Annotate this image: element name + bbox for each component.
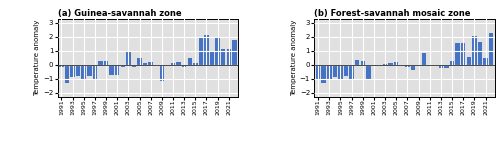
Bar — [338, 65, 342, 80]
Bar — [355, 60, 360, 65]
Bar — [126, 52, 130, 65]
Bar — [461, 43, 466, 65]
Bar — [188, 58, 192, 65]
Bar — [327, 65, 332, 80]
Bar — [216, 38, 220, 65]
Bar — [210, 51, 214, 65]
Bar — [444, 65, 448, 68]
Bar — [232, 40, 236, 65]
Bar — [193, 63, 198, 65]
Bar — [70, 65, 75, 77]
Bar — [366, 65, 370, 79]
Bar — [132, 65, 136, 67]
Bar — [344, 65, 348, 76]
Bar — [115, 65, 119, 75]
Bar — [332, 65, 337, 77]
Bar — [456, 43, 460, 65]
Bar — [110, 65, 114, 75]
Bar — [59, 65, 64, 67]
Bar — [388, 63, 393, 65]
Bar — [104, 61, 108, 65]
Bar — [143, 63, 148, 65]
Bar — [160, 65, 164, 81]
Bar — [394, 62, 398, 65]
Bar — [360, 61, 365, 65]
Bar — [154, 65, 158, 66]
Bar — [378, 65, 382, 66]
Text: (a) Guinea-savannah zone: (a) Guinea-savannah zone — [58, 9, 181, 18]
Bar — [372, 65, 376, 66]
Bar — [450, 61, 454, 65]
Bar — [148, 62, 153, 65]
Bar — [322, 65, 326, 83]
Bar — [350, 65, 354, 80]
Bar — [87, 65, 92, 76]
Bar — [204, 35, 208, 65]
Y-axis label: Temperature anomaly: Temperature anomaly — [291, 20, 297, 96]
Bar — [92, 65, 97, 79]
Bar — [98, 61, 102, 65]
Bar — [176, 62, 181, 65]
Bar — [383, 64, 388, 65]
Bar — [400, 65, 404, 66]
Bar — [226, 49, 231, 65]
Bar — [198, 38, 203, 65]
Bar — [120, 65, 125, 67]
Bar — [410, 65, 415, 70]
Bar — [171, 63, 175, 65]
Bar — [484, 58, 488, 65]
Bar — [76, 65, 80, 76]
Bar — [438, 65, 443, 68]
Bar — [489, 33, 494, 65]
Bar — [478, 42, 482, 65]
Bar — [316, 65, 320, 80]
Bar — [405, 65, 409, 67]
Text: (b) Forest-savannah mosaic zone: (b) Forest-savannah mosaic zone — [314, 9, 470, 18]
Bar — [65, 65, 69, 83]
Bar — [221, 49, 226, 65]
Bar — [466, 57, 471, 65]
Bar — [472, 36, 476, 65]
Bar — [138, 58, 142, 65]
Bar — [182, 65, 186, 68]
Bar — [416, 65, 421, 66]
Bar — [422, 53, 426, 65]
Bar — [82, 65, 86, 79]
Y-axis label: Temperature anomaly: Temperature anomaly — [34, 20, 40, 96]
Bar — [433, 65, 438, 66]
